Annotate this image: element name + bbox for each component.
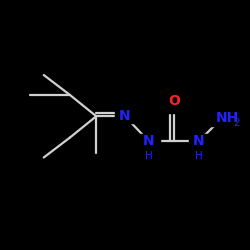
- Text: NH: NH: [216, 110, 239, 124]
- Text: O: O: [168, 94, 180, 108]
- Text: H: H: [145, 151, 152, 161]
- Bar: [189, 134, 210, 147]
- Bar: [164, 98, 185, 112]
- Text: N: N: [119, 109, 131, 123]
- Bar: [210, 112, 233, 126]
- Text: H: H: [195, 151, 202, 161]
- Bar: [115, 109, 136, 122]
- Text: 2: 2: [234, 118, 240, 128]
- Bar: [139, 134, 160, 147]
- Text: N: N: [143, 134, 154, 148]
- Text: N: N: [193, 134, 204, 148]
